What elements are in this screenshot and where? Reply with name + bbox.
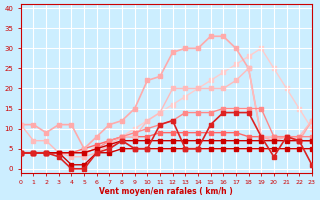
X-axis label: Vent moyen/en rafales ( km/h ): Vent moyen/en rafales ( km/h ) <box>100 187 233 196</box>
